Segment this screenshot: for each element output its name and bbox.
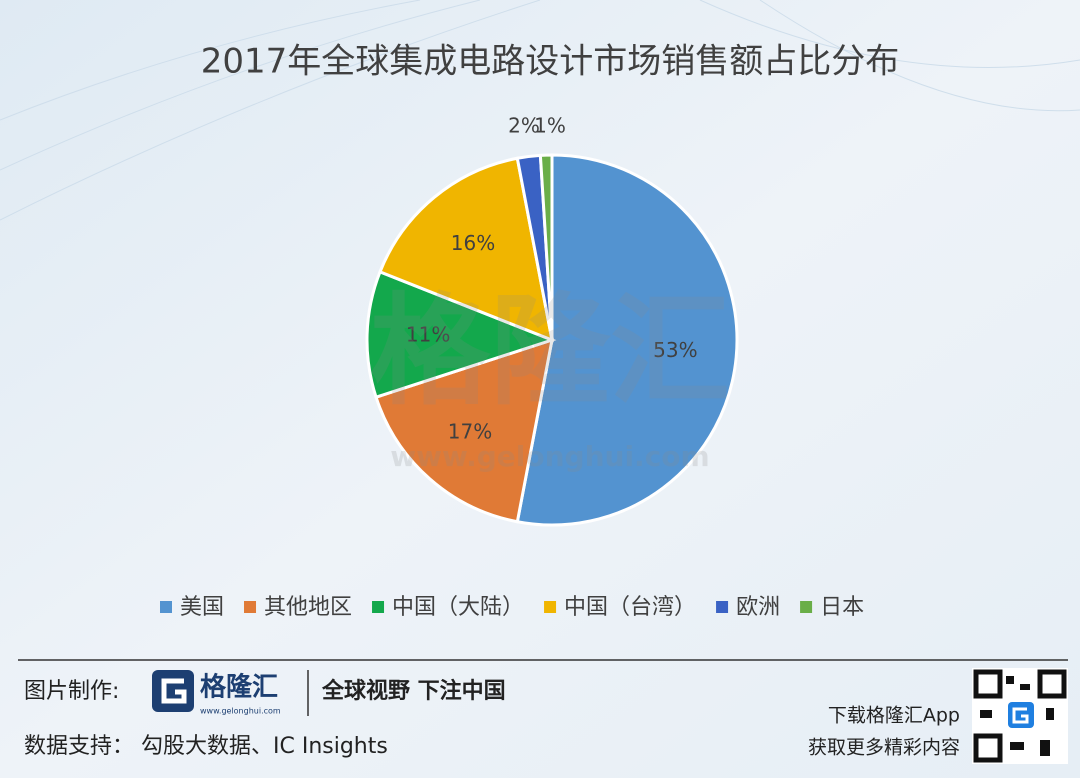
legend-label: 其他地区 — [264, 595, 352, 620]
legend-label: 欧洲 — [736, 595, 780, 620]
watermark-brand: 格隆汇 — [370, 283, 730, 422]
qr-code — [972, 668, 1068, 764]
made-by: 图片制作: — [24, 679, 119, 704]
source: 数据支持： 勾股大数据、IC Insights — [24, 734, 388, 759]
logo-icon — [152, 670, 194, 712]
slogan: 全球视野 下注中国 — [321, 678, 506, 704]
data-label: 16% — [451, 231, 495, 255]
more: 获取更多精彩内容 — [808, 737, 960, 759]
legend-label: 中国（台湾） — [564, 595, 696, 620]
legend-label: 日本 — [820, 595, 864, 620]
data-label: 1% — [534, 114, 566, 138]
pie-slice — [365, 269, 557, 400]
pie: 53% 17% 11% 16% 2%1% — [365, 114, 739, 527]
legend-label: 美国 — [180, 595, 224, 620]
background-lines — [0, 0, 1080, 221]
legend-swatch — [244, 601, 257, 613]
legend-label: 中国（大陆） — [392, 595, 524, 620]
legend-swatch — [160, 601, 172, 613]
legend-swatch — [372, 601, 385, 613]
pie-slice — [538, 153, 554, 341]
legend: 美国 其他地区 中国（大陆） 中国（台湾） 欧洲 日本 — [160, 595, 864, 620]
pie-slice — [378, 156, 554, 343]
legend-swatch — [544, 601, 557, 613]
logo-text: 格隆汇 — [200, 672, 278, 703]
data-label: 2% — [508, 114, 540, 138]
download: 下载格隆汇App — [828, 705, 960, 727]
chart-title: 2017年全球集成电路设计市场销售额占比分布 — [201, 42, 900, 82]
data-label: 53% — [653, 338, 697, 362]
legend-swatch — [716, 601, 729, 613]
logo-g — [161, 678, 187, 704]
watermark-url: www.gelonghui.com — [390, 440, 709, 473]
logo-url: www.gelonghui.com — [200, 707, 281, 716]
pie-slice — [374, 337, 554, 524]
legend-swatch — [800, 601, 813, 613]
pie-slice — [515, 153, 739, 527]
data-label: 11% — [406, 323, 450, 347]
data-label: 17% — [448, 419, 492, 443]
